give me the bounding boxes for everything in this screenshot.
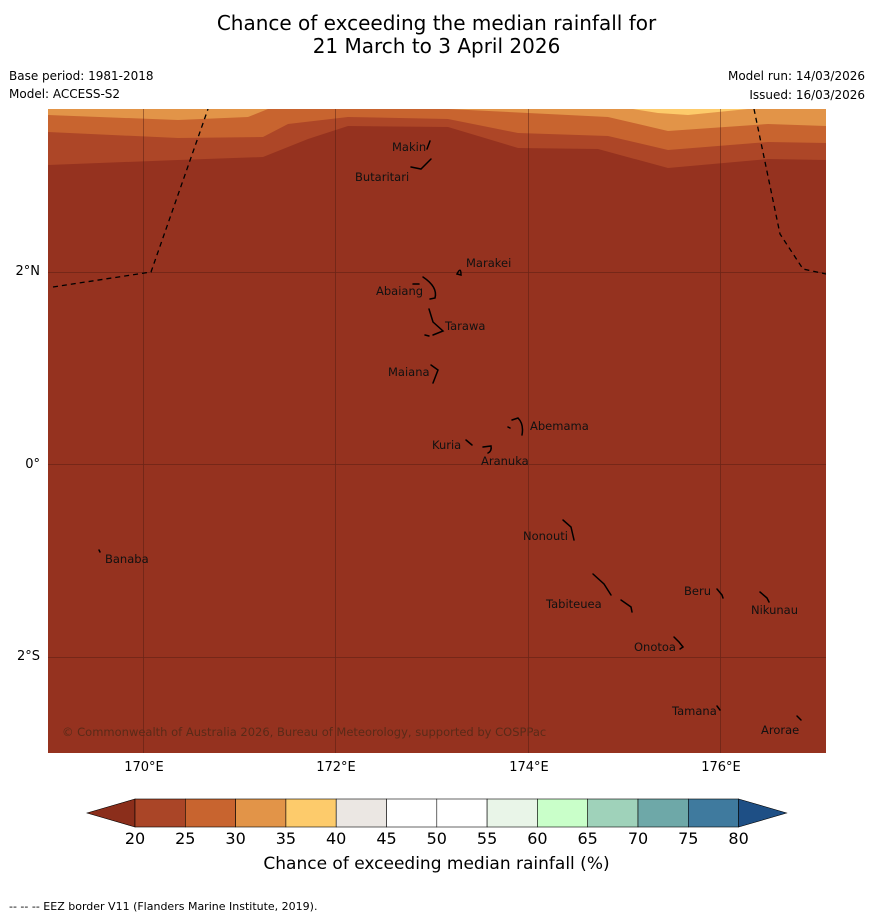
colorbar-bin-50-55 [436, 798, 488, 828]
abemama-outline [507, 417, 524, 436]
abaiang-outline [412, 276, 437, 300]
colorbar-bin-25-30 [185, 798, 236, 828]
model-run-date: Model run: 14/03/2026 [727, 69, 865, 83]
colorbar-label-30: 30 [225, 829, 246, 848]
kuria-outline [465, 439, 473, 446]
label-nonouti: Nonouti [523, 529, 568, 543]
label-abaiang: Abaiang [376, 284, 423, 298]
label-onotoa: Onotoa [634, 640, 676, 654]
eez-border-west [52, 109, 209, 288]
x-tick-176e: 176°E [701, 760, 741, 775]
copyright-notice: © Commonwealth of Australia 2026, Bureau… [62, 725, 546, 739]
label-abemama: Abemama [530, 419, 589, 433]
label-makin: Makin [392, 140, 426, 154]
colorbar-bin-65-70 [587, 798, 639, 828]
butaritari-outline [410, 158, 432, 170]
x-tick-174e: 174°E [509, 760, 549, 775]
eez-footnote: -- -- -- EEZ border V11 (Flanders Marine… [9, 900, 318, 913]
colorbar-label-80: 80 [728, 829, 749, 848]
colorbar-label-65: 65 [577, 829, 598, 848]
colorbar-bin-75-80 [687, 798, 739, 828]
colorbar-bin-35-40 [285, 798, 337, 828]
y-tick-2n: 2°N [15, 264, 41, 279]
onotoa-outline [673, 636, 685, 650]
island-labels: Makin Butaritari Marakei Abaiang Tarawa … [105, 140, 799, 737]
colorbar-label-70: 70 [627, 829, 649, 848]
label-tabiteuea: Tabiteuea [545, 597, 602, 611]
aranuka-outline [482, 445, 492, 454]
colorbar-label-40: 40 [326, 829, 347, 848]
label-tamana: Tamana [671, 704, 717, 718]
label-arorae: Arorae [761, 723, 799, 737]
colorbar-extend-high [738, 798, 788, 828]
rainfall-map: Makin Butaritari Marakei Abaiang Tarawa … [48, 109, 826, 753]
colorbar-label-20: 20 [124, 829, 146, 848]
colorbar-label-45: 45 [376, 829, 397, 848]
model-name: Model: ACCESS-S2 [9, 87, 121, 101]
label-maiana: Maiana [388, 365, 430, 379]
colorbar-label-60: 60 [527, 829, 548, 848]
label-beru: Beru [684, 584, 711, 598]
nikunau-outline [759, 591, 770, 603]
colorbar-bin-70-75 [637, 798, 689, 828]
beru-outline [716, 588, 724, 599]
chart-title: Chance of exceeding the median rainfall … [0, 12, 873, 58]
colorbar-label-35: 35 [275, 829, 297, 848]
eez-border-east [753, 109, 826, 275]
contour-40-45 [633, 109, 748, 115]
colorbar-label-25: 25 [175, 829, 196, 848]
x-tick-170e: 170°E [124, 760, 164, 775]
tabiteuea-outline [592, 573, 633, 613]
colorbar-label-75: 75 [678, 829, 699, 848]
arorae-outline [796, 715, 802, 721]
label-butaritari: Butaritari [355, 170, 409, 184]
colorbar-bin-20-25 [134, 798, 186, 828]
label-banaba: Banaba [105, 552, 149, 566]
island-outlines [98, 140, 802, 721]
y-tick-2s: 2°S [16, 649, 40, 664]
colorbar-bin-30-35 [235, 798, 287, 828]
eez-borders [52, 109, 826, 288]
label-kuria: Kuria [432, 438, 461, 452]
maiana-outline [430, 364, 439, 384]
title-line-1: Chance of exceeding the median rainfall … [216, 11, 657, 35]
tarawa-outline [424, 308, 445, 337]
marakei-outline [455, 269, 462, 276]
label-tarawa: Tarawa [444, 319, 485, 333]
label-marakei: Marakei [466, 256, 511, 270]
nonouti-outline [562, 519, 575, 541]
colorbar-bin-45-50 [386, 798, 438, 828]
contour-35-40 [48, 109, 826, 131]
y-tick-0: 0° [25, 457, 40, 472]
colorbar-bin-55-60 [486, 798, 538, 828]
colorbar-title: Chance of exceeding median rainfall (%) [263, 854, 610, 874]
colorbar [86, 798, 788, 828]
colorbar-label-50: 50 [426, 829, 447, 848]
label-aranuka: Aranuka [481, 454, 529, 468]
x-tick-172e: 172°E [316, 760, 356, 775]
base-period: Base period: 1981-2018 [9, 69, 154, 83]
tamana-outline [716, 705, 721, 711]
makin-outline [426, 140, 431, 150]
colorbar-extend-low [86, 798, 136, 828]
colorbar-label-55: 55 [476, 829, 498, 848]
label-nikunau: Nikunau [751, 603, 798, 617]
colorbar-bin-40-45 [335, 798, 387, 828]
map-background-20-25 [48, 109, 826, 753]
title-line-2: 21 March to 3 April 2026 [312, 34, 561, 58]
graticule [48, 109, 826, 753]
colorbar-bin-60-65 [537, 798, 588, 828]
issued-date: Issued: 16/03/2026 [749, 88, 865, 102]
banaba-outline [98, 549, 101, 553]
